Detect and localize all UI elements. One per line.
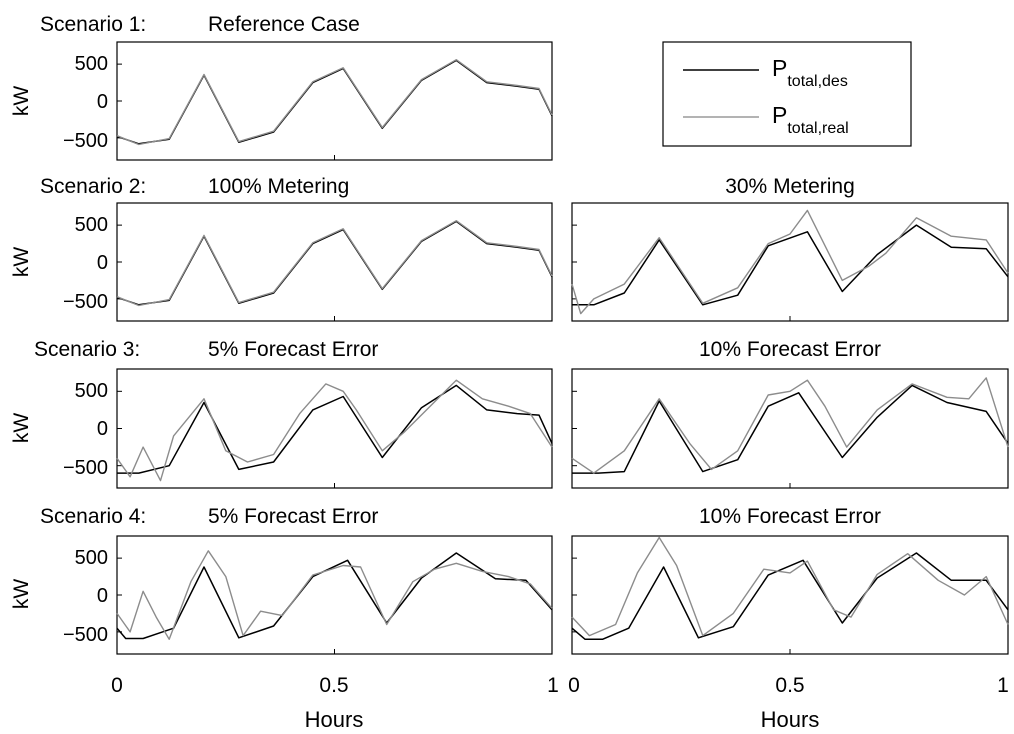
- panel-7: 10% Forecast Error 0 0.5 1 Hours: [568, 505, 1009, 732]
- series-line-des: [572, 384, 1009, 474]
- ytick-2-0: 0: [97, 252, 108, 274]
- ylabel-4: kW: [10, 413, 33, 444]
- scenario-label-4: Scenario 4:: [40, 505, 146, 528]
- plot-area-6: [116, 550, 553, 654]
- plot-frame-3: [571, 202, 1009, 322]
- panel-1: Scenario 1: Reference Case kW 500 0 −500: [10, 13, 553, 161]
- xtick-7-05: 0.5: [775, 674, 804, 697]
- panel-6: Scenario 4: 5% Forecast Error kW 500 0 −…: [10, 505, 559, 732]
- series-line-des: [116, 220, 553, 306]
- series-line-real: [116, 550, 553, 640]
- panel-title-6: 5% Forecast Error: [208, 505, 378, 528]
- legend-label-real: Ptotal,real: [772, 102, 849, 137]
- ylabel-6: kW: [10, 579, 33, 610]
- xtick-6-05: 0.5: [319, 674, 348, 697]
- series-line-real: [571, 377, 1009, 474]
- plot-frame-5: [571, 368, 1009, 489]
- plot-area-1: [116, 59, 553, 160]
- ytick-2-500: 500: [75, 214, 108, 236]
- xtick-6-1: 1: [547, 674, 559, 697]
- series-line-des: [116, 59, 553, 145]
- ytick-6-500: 500: [75, 547, 108, 569]
- legend-label-des: Ptotal,des: [772, 55, 848, 90]
- ylabel-1: kW: [10, 86, 33, 117]
- panel-title-7: 10% Forecast Error: [699, 505, 881, 528]
- panel-5: 10% Forecast Error: [571, 338, 1009, 489]
- scenario-label-1: Scenario 1:: [40, 13, 146, 36]
- panel-title-1: Reference Case: [208, 13, 360, 36]
- ytick-4-500: 500: [75, 380, 108, 402]
- plot-frame-1: [116, 41, 553, 161]
- xtick-7-0: 0: [568, 674, 580, 697]
- plot-frame-2: [116, 202, 553, 322]
- ytick-1-neg500: −500: [63, 130, 108, 152]
- scenario-label-3: Scenario 3:: [34, 338, 140, 361]
- ytick-6-0: 0: [97, 585, 108, 607]
- series-line-real: [116, 219, 553, 307]
- plot-area-7: [571, 536, 1009, 654]
- scenario-label-2: Scenario 2:: [40, 175, 146, 198]
- panel-3: 30% Metering: [571, 175, 1009, 322]
- series-line-des: [572, 224, 1009, 306]
- panel-4: Scenario 3: 5% Forecast Error kW 500 0 −…: [10, 338, 553, 489]
- ytick-1-0: 0: [97, 91, 108, 113]
- series-line-des: [116, 552, 553, 640]
- plot-area-5: [571, 377, 1009, 488]
- series-line-real: [571, 209, 1009, 315]
- series-line-des: [117, 384, 553, 474]
- panel-title-2: 100% Metering: [208, 175, 349, 198]
- ytick-2-neg500: −500: [63, 291, 108, 313]
- ytick-4-neg500: −500: [63, 457, 108, 479]
- plot-frame-7: [571, 535, 1009, 655]
- series-line-real: [116, 379, 553, 482]
- xlabel-6: Hours: [305, 707, 364, 732]
- plot-frame-6: [116, 535, 553, 655]
- panel-title-5: 10% Forecast Error: [699, 338, 881, 361]
- series-line-des: [571, 552, 1009, 641]
- ylabel-2: kW: [10, 247, 33, 278]
- legend-box: [662, 41, 912, 147]
- panel-title-4: 5% Forecast Error: [208, 338, 378, 361]
- panel-title-3: 30% Metering: [725, 175, 855, 198]
- xlabel-7: Hours: [761, 707, 820, 732]
- ytick-6-neg500: −500: [63, 624, 108, 646]
- series-line-real: [116, 59, 553, 146]
- xtick-6-0: 0: [111, 674, 123, 697]
- ytick-1-500: 500: [75, 53, 108, 75]
- panel-2: Scenario 2: 100% Metering kW 500 0 −500: [10, 175, 553, 322]
- plot-area-2: [116, 219, 553, 321]
- xtick-7-1: 1: [997, 674, 1009, 697]
- ytick-4-0: 0: [97, 418, 108, 440]
- series-line-real: [571, 536, 1009, 637]
- plot-area-3: [571, 209, 1009, 321]
- plot-area-4: [116, 379, 553, 488]
- legend: Ptotal,des Ptotal,real: [662, 41, 912, 147]
